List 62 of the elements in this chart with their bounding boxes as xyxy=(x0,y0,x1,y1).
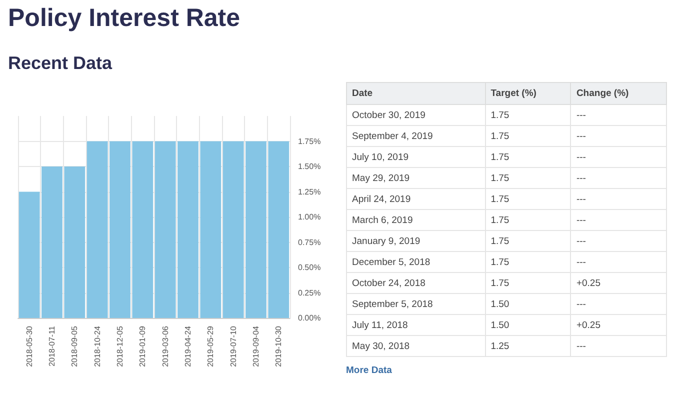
data-label: --- xyxy=(570,230,666,252)
category-label: July 11, 2018 xyxy=(346,314,486,336)
x-tick-label: 2018-07-11 xyxy=(48,325,56,366)
x-tick-label: 2019-03-06 xyxy=(160,325,170,367)
y-tick-label: 0.50% xyxy=(298,263,321,272)
category-label: May 30, 2018 xyxy=(346,336,486,356)
x-tick-label: 2019-04-24 xyxy=(184,325,192,367)
data-label: 1.50 xyxy=(485,294,571,314)
x-tick-label: 2018-09-05 xyxy=(70,325,80,367)
x-tick-label: 2019-05-29 xyxy=(206,325,216,367)
text: Change (%) xyxy=(570,82,666,104)
text: Date xyxy=(346,82,486,104)
text: More Data xyxy=(346,365,393,376)
chart-subtitle: Recent Data xyxy=(8,53,112,74)
data-label: --- xyxy=(570,146,666,168)
data-label: --- xyxy=(570,126,666,146)
y-tick-label: 1.25% xyxy=(298,187,321,196)
data-label: --- xyxy=(570,168,666,188)
y-tick-label: 0.00% xyxy=(298,314,321,322)
y-tick-label: 1.00% xyxy=(298,212,321,222)
x-tick-label: 2018-05-30 xyxy=(24,325,34,367)
data-label: +0.25 xyxy=(570,272,666,294)
text: Target (%) xyxy=(485,82,571,104)
y-tick-label: 0.25% xyxy=(298,288,321,298)
category-label: October 24, 2018 xyxy=(346,272,486,294)
data-label: 1.75 xyxy=(485,188,571,210)
y-tick-label: 1.75% xyxy=(298,136,321,146)
category-label: September 4, 2019 xyxy=(346,126,486,146)
category-label: May 29, 2019 xyxy=(346,168,486,188)
x-tick-label: 2018-10-24 xyxy=(92,325,102,367)
data-label: 1.75 xyxy=(485,230,571,252)
category-label: April 24, 2019 xyxy=(346,188,486,210)
data-label: 1.75 xyxy=(485,104,571,126)
data-label: --- xyxy=(570,188,666,210)
data-label: +0.25 xyxy=(570,314,666,336)
category-label: March 6, 2019 xyxy=(346,210,486,230)
category-label: December 5, 2018 xyxy=(346,252,486,272)
data-label: --- xyxy=(570,252,666,272)
data-label: 1.75 xyxy=(485,252,571,272)
category-label: September 5, 2018 xyxy=(346,294,486,314)
data-label: 1.75 xyxy=(485,126,571,146)
data-label: --- xyxy=(570,336,666,356)
data-label: --- xyxy=(570,210,666,230)
x-tick-label: 2018-12-05 xyxy=(116,325,124,367)
data-label: 1.75 xyxy=(485,272,571,294)
data-label: --- xyxy=(570,294,666,314)
y-tick-label: 1.50% xyxy=(298,162,321,171)
data-label: 1.75 xyxy=(485,146,571,168)
data-label: 1.50 xyxy=(485,314,571,336)
x-tick-label: 2019-07-10 xyxy=(228,325,238,367)
data-label: 1.75 xyxy=(485,168,571,188)
x-tick-label: 2019-01-09 xyxy=(138,325,148,367)
y-tick-label: 0.75% xyxy=(298,238,321,247)
data-label: 1.25 xyxy=(485,336,571,356)
x-tick-label: 2019-09-04 xyxy=(252,325,260,367)
data-label: --- xyxy=(570,104,666,126)
category-label: July 10, 2019 xyxy=(346,146,486,168)
category-label: January 9, 2019 xyxy=(346,230,486,252)
category-label: October 30, 2019 xyxy=(346,104,486,126)
x-tick-label: 2019-10-30 xyxy=(274,325,284,367)
chart-title: Policy Interest Rate xyxy=(8,4,240,33)
data-label: 1.75 xyxy=(485,210,571,230)
